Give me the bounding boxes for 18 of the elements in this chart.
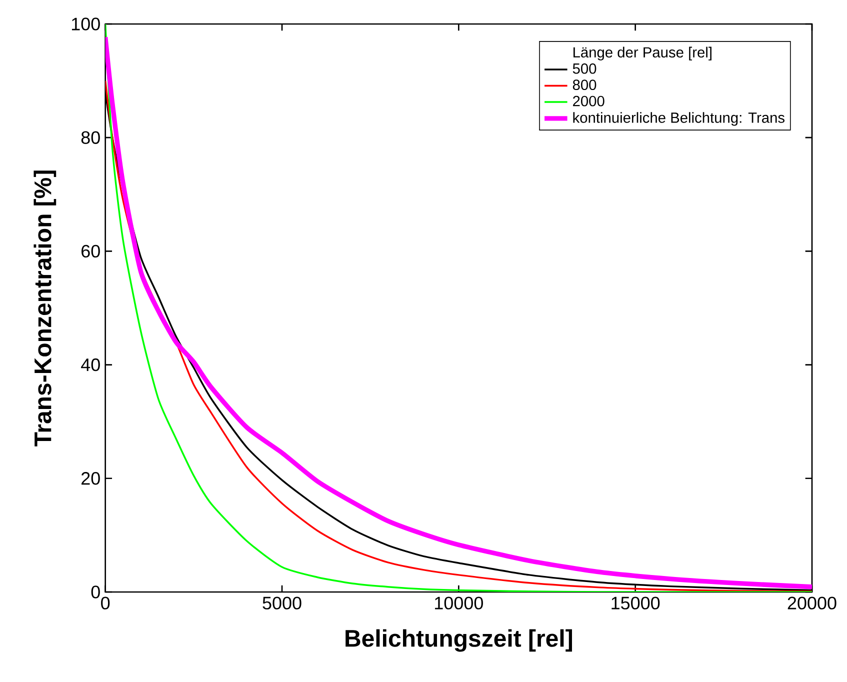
legend-title: Länge der Pause [rel] [574, 46, 712, 60]
y-axis-title: Trans-Konzentration [%] [34, 170, 56, 446]
y-tick-label: 40 [81, 358, 100, 372]
y-tick-label: 80 [81, 131, 100, 144]
x-tick-label: 15000 [612, 596, 660, 610]
x-tick-label: 10000 [435, 596, 483, 610]
x-axis-title: Belichtungszeit [rel] [346, 629, 572, 652]
x-tick-label: 20000 [788, 596, 836, 610]
legend-label: kontinuierliche Belichtung: Trans [573, 112, 784, 126]
y-tick-label: 20 [82, 472, 100, 485]
x-tick-label: 5000 [262, 596, 302, 610]
legend-label: 2000 [573, 96, 604, 106]
y-tick-label: 100 [72, 18, 100, 30]
x-tick-label: 0 [101, 596, 110, 610]
y-tick-label: 0 [91, 586, 100, 598]
legend-label: 500 [572, 63, 596, 74]
y-tick-label: 60 [82, 244, 100, 258]
legend-label: 800 [572, 80, 596, 90]
